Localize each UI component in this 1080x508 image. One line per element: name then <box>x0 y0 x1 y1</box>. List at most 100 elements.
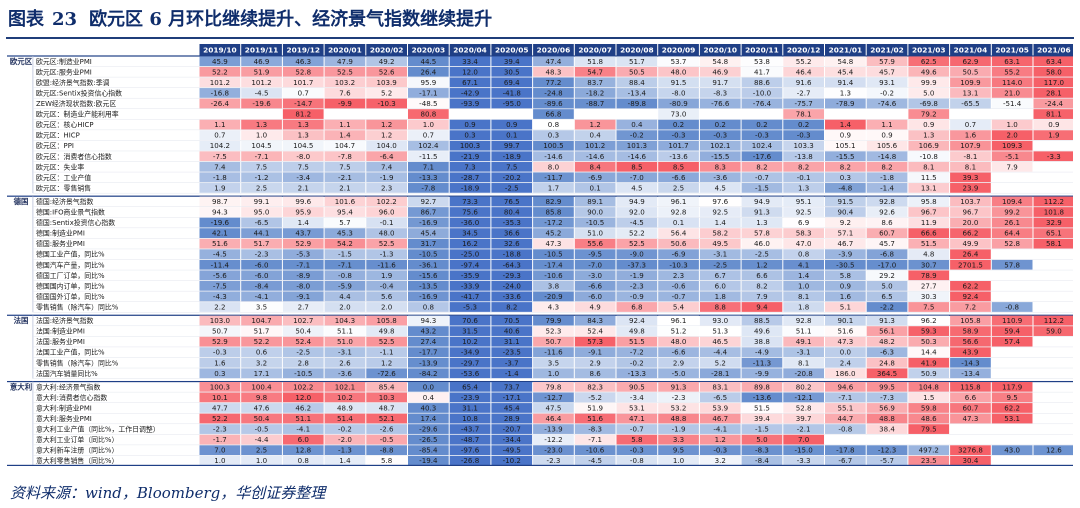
figure-title: 图表 23 欧元区 6 月环比继续提升、经济景气指数继续提升 <box>8 5 1072 35</box>
heat-cell <box>991 217 1033 228</box>
heat-cell <box>908 291 950 302</box>
cell-value: -5.3 <box>296 250 310 259</box>
heat-cell <box>616 183 658 193</box>
cell-value: 1.1 <box>339 120 350 129</box>
heat-cell <box>866 172 908 183</box>
cell-value: 56.9 <box>879 403 895 412</box>
cell-value: 109.3 <box>1002 141 1022 150</box>
column-header-cell <box>241 44 282 56</box>
cell-value: 7.5 <box>923 302 934 311</box>
cell-value: -20.8 <box>794 369 813 378</box>
cell-value: 50.4 <box>295 327 311 336</box>
heat-cell <box>408 217 449 228</box>
cell-value: 104.7 <box>251 316 271 325</box>
cell-value: 90.1 <box>837 316 853 325</box>
column-header-cell <box>199 44 241 56</box>
heat-cell <box>366 445 407 456</box>
row-rule <box>33 357 1073 358</box>
cell-value: 44.5 <box>420 57 436 66</box>
cell-value: 10.2 <box>462 337 478 346</box>
heat-cell <box>908 119 950 130</box>
heat-cell <box>324 161 366 172</box>
cell-value: 7.6 <box>339 88 351 97</box>
cell-value: 79.5 <box>921 425 937 434</box>
cell-value: 95.1 <box>796 197 812 206</box>
cell-value: -53.6 <box>461 369 480 378</box>
region-label: 意大利 <box>10 382 32 391</box>
heat-cell <box>366 315 407 326</box>
cell-value: 1.2 <box>756 260 767 269</box>
cell-value: 1.8 <box>715 292 727 301</box>
cell-value: 7.0 <box>798 435 810 444</box>
heat-cell <box>241 315 282 326</box>
heat-cell <box>574 368 616 379</box>
cell-value: 91.6 <box>796 78 812 87</box>
cell-value: 0.2 <box>756 120 767 129</box>
heat-cell <box>825 77 866 88</box>
heat-cell <box>282 249 324 260</box>
heat-cell <box>866 413 908 424</box>
cell-value: -2.3 <box>547 456 561 465</box>
cell-value: 96.2 <box>921 316 937 325</box>
heat-cell <box>991 403 1033 413</box>
cell-value: -17.4 <box>544 260 563 269</box>
cell-value: 0.2 <box>715 120 726 129</box>
heat-cell <box>282 130 324 141</box>
cell-value: 101.8 <box>1044 208 1065 217</box>
heat-cell <box>491 161 533 172</box>
cell-value: 104.5 <box>251 141 271 150</box>
cell-value: -48.5 <box>419 99 437 108</box>
cell-value: -13.4 <box>628 88 647 97</box>
cell-value: 57.3 <box>587 337 603 346</box>
heat-cell <box>533 424 574 434</box>
heat-cell <box>533 183 574 193</box>
heat-cell <box>199 228 241 238</box>
heat-cell <box>825 196 866 207</box>
cell-value: 31.1 <box>504 337 520 346</box>
cell-value: 49.9 <box>963 239 979 248</box>
cell-value: -20.7 <box>503 425 521 434</box>
cell-value: 63.4 <box>1046 57 1062 66</box>
cell-value: 1.5 <box>923 393 934 402</box>
cell-value: -11.6 <box>544 348 563 357</box>
column-header: 2021/05 <box>995 46 1029 55</box>
cell-value: 51.6 <box>212 239 228 248</box>
row-rule <box>33 192 1073 194</box>
cell-value: 80.8 <box>420 110 436 119</box>
cell-value: 13.1 <box>921 183 937 192</box>
cell-value: 95.4 <box>337 208 353 217</box>
cell-value: 14.4 <box>921 348 937 357</box>
cell-value: 31.7 <box>420 239 436 248</box>
heat-cell <box>533 381 574 392</box>
cell-value: 78.1 <box>796 110 812 119</box>
heat-cell <box>449 161 491 172</box>
cell-value: 54.2 <box>337 239 353 248</box>
cell-value: 8.1 <box>965 162 976 171</box>
heat-cell <box>741 183 783 193</box>
cell-value: 42.1 <box>212 229 228 238</box>
heat-cell <box>825 368 866 379</box>
cell-value: -15.6 <box>419 271 438 280</box>
heat-cell <box>950 357 991 368</box>
cell-value: -6.8 <box>880 250 894 259</box>
heat-cell <box>658 66 699 77</box>
heat-cell <box>574 281 616 291</box>
heat-cell <box>408 130 449 141</box>
cell-value: -9.0 <box>630 250 644 259</box>
cell-value: 52.2 <box>212 414 228 423</box>
cell-value: 94.3 <box>212 208 228 217</box>
heat-cell <box>783 140 824 151</box>
cell-value: -7.1 <box>338 260 352 269</box>
heat-cell <box>199 172 241 183</box>
heat-cell <box>241 413 282 424</box>
row-rule <box>33 290 1073 292</box>
cell-value: 1.0 <box>256 131 268 140</box>
heat-cell <box>366 66 407 77</box>
cell-value: 2.6 <box>339 358 351 367</box>
cell-value: 51.1 <box>337 327 353 336</box>
heat-cell <box>1033 66 1073 77</box>
heat-cell <box>449 151 491 162</box>
heat-cell <box>241 326 282 336</box>
cell-value: -4.5 <box>255 88 269 97</box>
heat-cell <box>324 207 366 217</box>
